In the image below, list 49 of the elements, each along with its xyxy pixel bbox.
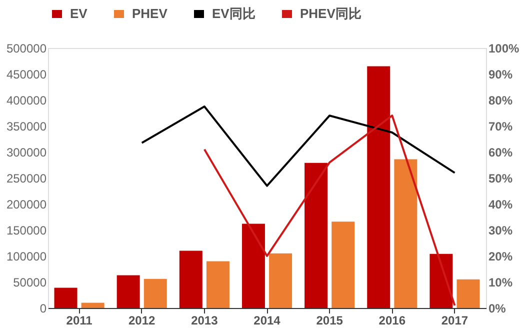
bar — [394, 159, 418, 308]
legend-label: EV同比 — [212, 6, 256, 21]
x-tick-label: 2015 — [316, 314, 344, 328]
bar — [81, 302, 104, 308]
y-tick-label: 400000 — [6, 94, 47, 108]
y-tick-label: 500000 — [6, 42, 47, 56]
y-tick-label: 0 — [40, 302, 47, 316]
y2-tick-label: 60% — [488, 146, 513, 160]
bar — [144, 278, 167, 308]
legend-label: PHEV — [132, 6, 168, 21]
y-tick-label: 50000 — [13, 276, 47, 290]
legend-label: EV — [70, 6, 88, 21]
x-tick-label: 2017 — [441, 314, 468, 328]
bar — [206, 261, 230, 308]
bar — [367, 66, 390, 308]
y2-tick-label: 10% — [488, 276, 513, 290]
y2-tick-label: 100% — [488, 42, 520, 56]
bar — [179, 250, 202, 308]
y-tick-label: 350000 — [6, 120, 47, 134]
y-tick-label: 300000 — [6, 146, 47, 160]
y2-tick-label: 50% — [488, 172, 513, 186]
bar — [304, 162, 328, 308]
y-tick-label: 250000 — [6, 172, 47, 186]
bar — [332, 222, 355, 308]
x-tick-label: 2012 — [128, 314, 156, 328]
x-tick-label: 2014 — [254, 314, 281, 328]
bar — [456, 279, 480, 308]
y2-tick-label: 90% — [488, 68, 513, 82]
y-tick-label: 150000 — [6, 224, 47, 238]
y-tick-label: 450000 — [6, 68, 47, 82]
y2-tick-label: 20% — [488, 250, 513, 264]
y2-tick-label: 0% — [488, 302, 506, 316]
bar — [269, 253, 292, 308]
y2-tick-label: 40% — [488, 198, 513, 212]
y-tick-label: 200000 — [6, 198, 47, 212]
y-tick-label: 100000 — [6, 250, 47, 264]
bar — [54, 288, 78, 308]
legend-label: PHEV同比 — [300, 6, 362, 21]
x-tick-label: 2011 — [66, 314, 93, 328]
y2-tick-label: 30% — [488, 224, 513, 238]
x-tick-label: 2013 — [191, 314, 218, 328]
y2-tick-label: 70% — [488, 120, 513, 134]
bar — [430, 254, 453, 308]
bar — [116, 275, 140, 308]
line-series — [140, 106, 456, 187]
x-tick-label: 2016 — [378, 314, 406, 328]
bar — [242, 224, 265, 308]
line-series — [203, 114, 456, 306]
y2-tick-label: 80% — [488, 94, 513, 108]
